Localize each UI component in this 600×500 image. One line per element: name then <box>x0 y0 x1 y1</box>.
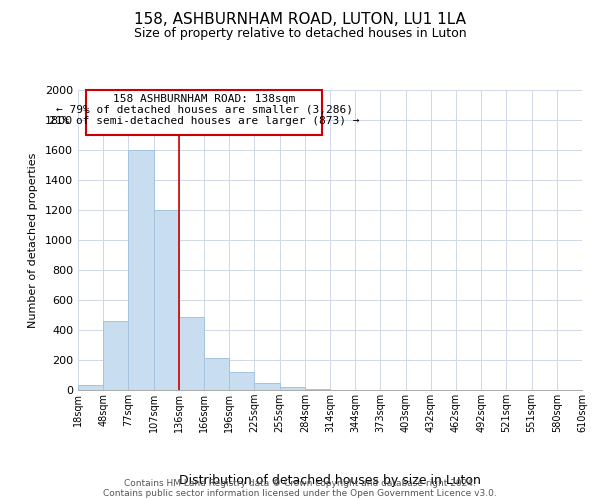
Text: 158 ASHBURNHAM ROAD: 138sqm: 158 ASHBURNHAM ROAD: 138sqm <box>113 94 295 104</box>
Bar <box>103 321 128 390</box>
Bar <box>154 210 179 390</box>
Bar <box>86 90 322 135</box>
Text: Size of property relative to detached houses in Luton: Size of property relative to detached ho… <box>134 28 466 40</box>
Bar <box>128 150 154 390</box>
Bar <box>179 316 204 390</box>
X-axis label: Distribution of detached houses by size in Luton: Distribution of detached houses by size … <box>179 474 481 487</box>
Text: ← 79% of detached houses are smaller (3,286): ← 79% of detached houses are smaller (3,… <box>56 105 353 115</box>
Text: Contains HM Land Registry data © Crown copyright and database right 2024.: Contains HM Land Registry data © Crown c… <box>124 478 476 488</box>
Bar <box>78 385 103 390</box>
Text: Contains public sector information licensed under the Open Government Licence v3: Contains public sector information licen… <box>103 488 497 498</box>
Bar <box>229 372 254 390</box>
Text: 158, ASHBURNHAM ROAD, LUTON, LU1 1LA: 158, ASHBURNHAM ROAD, LUTON, LU1 1LA <box>134 12 466 28</box>
Text: 21% of semi-detached houses are larger (873) →: 21% of semi-detached houses are larger (… <box>49 116 359 126</box>
Bar <box>204 358 229 390</box>
Y-axis label: Number of detached properties: Number of detached properties <box>28 152 38 328</box>
Bar <box>280 387 305 390</box>
Bar <box>305 389 330 390</box>
Bar <box>254 382 280 390</box>
